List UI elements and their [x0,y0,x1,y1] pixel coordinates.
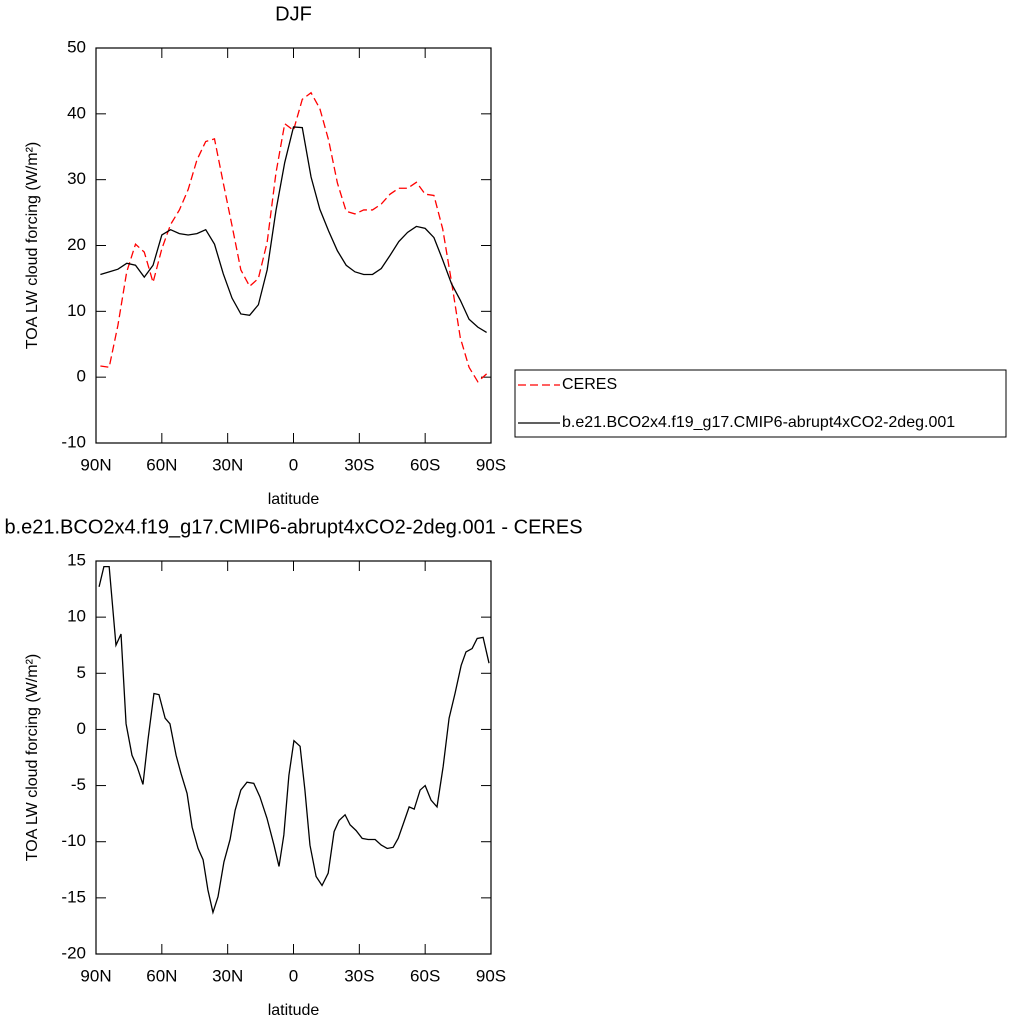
y-tick-label: 15 [67,550,86,569]
y-tick-label: 40 [67,103,86,122]
y-tick-label: -10 [61,432,86,451]
y-axis-label: TOA LW cloud forcing (W/m²) [24,142,41,349]
x-axis-label: latitude [268,491,320,508]
data-line [100,91,488,383]
x-tick-label: 30N [212,455,243,474]
y-tick-label: 0 [77,719,86,738]
legend-label: b.e21.BCO2x4.f19_g17.CMIP6-abrupt4xCO2-2… [562,414,955,431]
y-tick-label: 0 [77,367,86,386]
y-tick-label: -15 [61,887,86,906]
x-tick-label: 90N [80,455,111,474]
x-tick-label: 90N [80,966,111,985]
x-tick-label: 30S [344,455,374,474]
y-tick-label: 10 [67,607,86,626]
y-tick-label: -20 [61,943,86,962]
plot-frame [95,47,492,444]
x-tick-label: 60S [410,966,440,985]
x-tick-label: 90S [476,455,506,474]
y-tick-label: 20 [67,235,86,254]
x-tick-label: 30S [344,966,374,985]
y-tick-label: 10 [67,301,86,320]
x-tick-label: 0 [289,455,298,474]
x-tick-label: 60N [146,966,177,985]
y-tick-label: 30 [67,169,86,188]
chart-title: DJF [275,3,312,25]
y-tick-label: -5 [71,775,86,794]
x-tick-label: 30N [212,966,243,985]
plot-frame [95,560,492,955]
data-line [100,126,487,333]
y-tick-label: -10 [61,831,86,850]
y-tick-label: 5 [77,663,86,682]
x-tick-label: 60N [146,455,177,474]
chart-title: b.e21.BCO2x4.f19_g17.CMIP6-abrupt4xCO2-2… [4,516,582,538]
x-tick-label: 0 [289,966,298,985]
legend-label: CERES [562,376,617,393]
x-tick-label: 90S [476,966,506,985]
legend-box [514,369,1007,438]
x-tick-label: 60S [410,455,440,474]
y-tick-label: 50 [67,37,86,56]
x-axis-label: latitude [268,1002,320,1019]
data-line [98,565,490,915]
y-axis-label: TOA LW cloud forcing (W/m²) [24,654,41,861]
